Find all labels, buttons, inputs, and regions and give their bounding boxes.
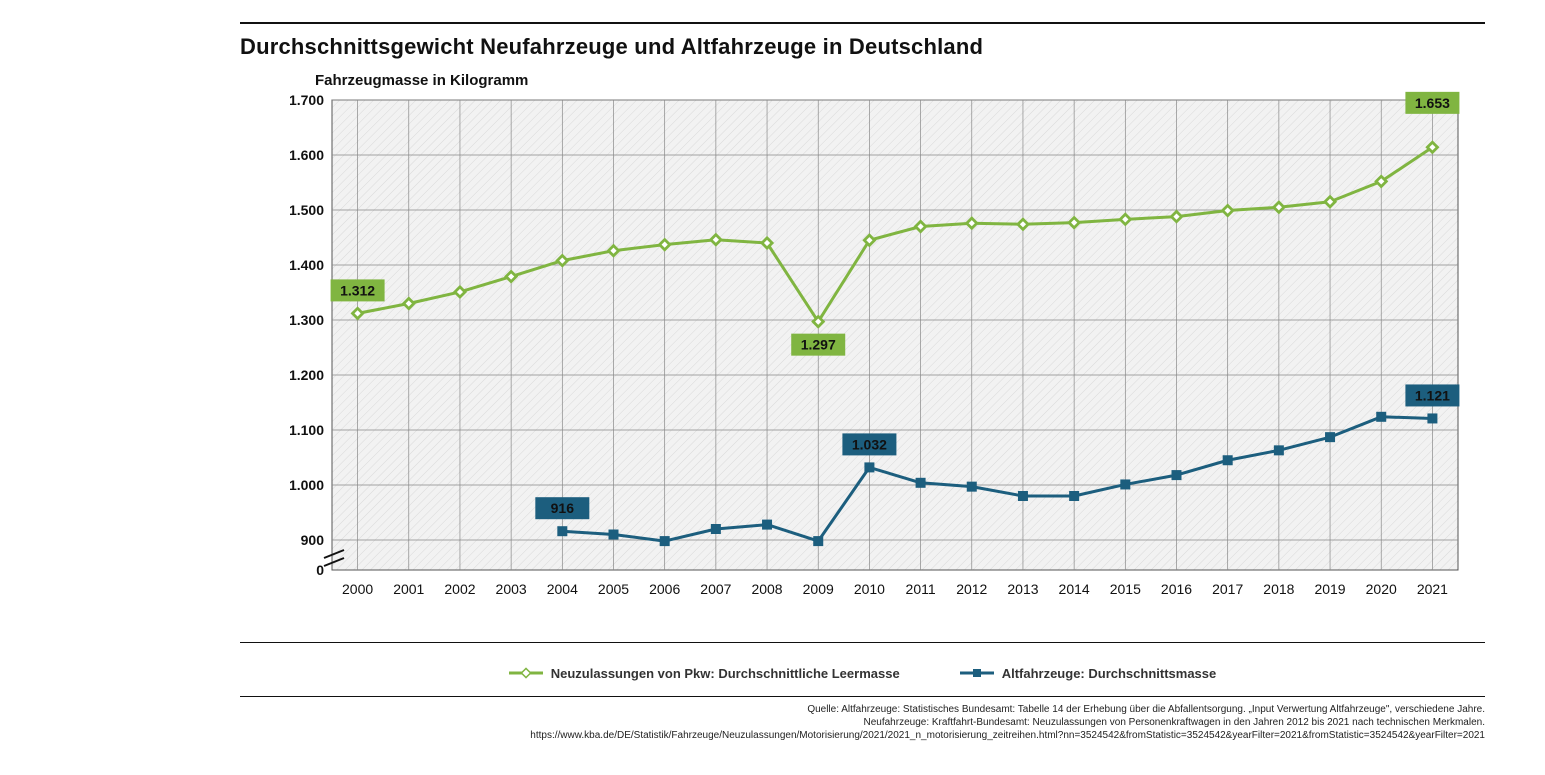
svg-text:2003: 2003 xyxy=(496,581,527,597)
svg-text:2011: 2011 xyxy=(906,581,936,597)
svg-text:2021: 2021 xyxy=(1417,581,1448,597)
svg-text:2008: 2008 xyxy=(751,581,782,597)
svg-text:2017: 2017 xyxy=(1212,581,1243,597)
svg-text:2004: 2004 xyxy=(547,581,578,597)
legend: Neuzulassungen von Pkw: Durchschnittlich… xyxy=(240,658,1485,688)
svg-text:2010: 2010 xyxy=(854,581,885,597)
legend-swatch-neu xyxy=(509,666,543,680)
svg-text:2016: 2016 xyxy=(1161,581,1192,597)
rule-below-legend xyxy=(240,696,1485,697)
svg-text:1.653: 1.653 xyxy=(1415,95,1450,111)
source-line-1: Quelle: Altfahrzeuge: Statistisches Bund… xyxy=(240,704,1485,715)
chart-title: Durchschnittsgewicht Neufahrzeuge und Al… xyxy=(240,34,983,60)
svg-text:2000: 2000 xyxy=(342,581,373,597)
svg-text:0: 0 xyxy=(316,562,324,578)
svg-text:2014: 2014 xyxy=(1059,581,1090,597)
rule-above-legend xyxy=(240,642,1485,643)
legend-swatch-alt xyxy=(960,666,994,680)
svg-text:1.297: 1.297 xyxy=(801,337,836,353)
svg-text:2018: 2018 xyxy=(1263,581,1294,597)
top-rule xyxy=(240,22,1485,24)
svg-text:2015: 2015 xyxy=(1110,581,1141,597)
svg-text:2001: 2001 xyxy=(393,581,424,597)
svg-text:900: 900 xyxy=(301,532,325,548)
svg-text:2006: 2006 xyxy=(649,581,680,597)
svg-text:1.700: 1.700 xyxy=(290,92,324,108)
svg-text:1.200: 1.200 xyxy=(290,367,324,383)
svg-text:1.600: 1.600 xyxy=(290,147,324,163)
source-line-2: Neufahrzeuge: Kraftfahrt-Bundesamt: Neuz… xyxy=(240,717,1485,728)
svg-text:1.312: 1.312 xyxy=(340,282,375,298)
legend-item-neu: Neuzulassungen von Pkw: Durchschnittlich… xyxy=(509,666,900,681)
svg-text:2002: 2002 xyxy=(444,581,475,597)
chart-area: 0 900 1.000 1.100 1.200 1.300 1.400 1.500 1.600 1… xyxy=(290,90,1480,615)
svg-text:1.100: 1.100 xyxy=(290,422,324,438)
svg-text:916: 916 xyxy=(551,500,575,516)
chart-svg: 0 900 1.000 1.100 1.200 1.300 1.400 1.500 1.600 1… xyxy=(290,90,1480,610)
svg-text:2009: 2009 xyxy=(803,581,834,597)
svg-text:2012: 2012 xyxy=(956,581,987,597)
legend-label-neu: Neuzulassungen von Pkw: Durchschnittlich… xyxy=(551,666,900,681)
svg-text:1.300: 1.300 xyxy=(290,312,324,328)
svg-text:1.121: 1.121 xyxy=(1415,387,1450,403)
svg-text:2013: 2013 xyxy=(1007,581,1038,597)
svg-text:1.032: 1.032 xyxy=(852,436,887,452)
svg-text:2019: 2019 xyxy=(1314,581,1345,597)
legend-label-alt: Altfahrzeuge: Durchschnittsmasse xyxy=(1002,666,1217,681)
chart-frame: Durchschnittsgewicht Neufahrzeuge und Al… xyxy=(0,0,1545,775)
legend-item-alt: Altfahrzeuge: Durchschnittsmasse xyxy=(960,666,1217,681)
source-block: Quelle: Altfahrzeuge: Statistisches Bund… xyxy=(240,702,1485,743)
svg-text:1.000: 1.000 xyxy=(290,477,324,493)
svg-text:1.400: 1.400 xyxy=(290,257,324,273)
svg-text:2020: 2020 xyxy=(1366,581,1397,597)
svg-text:1.500: 1.500 xyxy=(290,202,324,218)
svg-text:2005: 2005 xyxy=(598,581,629,597)
svg-text:2007: 2007 xyxy=(700,581,731,597)
y-axis-title: Fahrzeugmasse in Kilogramm xyxy=(315,72,528,89)
source-line-3: https://www.kba.de/DE/Statistik/Fahrzeug… xyxy=(240,730,1485,741)
